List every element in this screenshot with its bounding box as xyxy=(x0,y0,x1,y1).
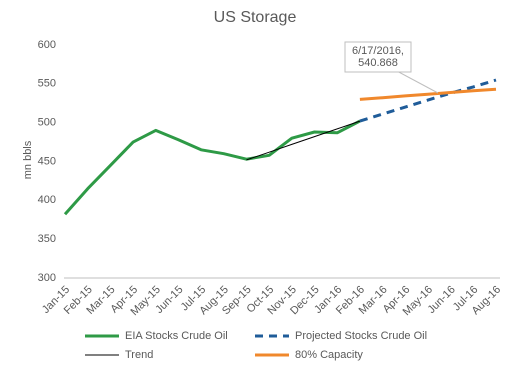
series-line xyxy=(246,120,361,161)
series-line xyxy=(359,78,497,123)
y-tick-label: 350 xyxy=(38,233,56,245)
legend-label: Projected Stocks Crude Oil xyxy=(295,330,427,342)
legend-label: 80% Capacity xyxy=(295,349,363,361)
series-line xyxy=(63,119,361,216)
legend-label: Trend xyxy=(125,349,153,361)
series-line xyxy=(359,87,497,101)
callout-box xyxy=(344,41,412,73)
y-tick-label: 300 xyxy=(38,272,56,284)
y-tick-label: 450 xyxy=(38,155,56,167)
callout-pointer xyxy=(394,69,439,94)
legend-label: EIA Stocks Crude Oil xyxy=(125,330,228,342)
y-tick-label: 600 xyxy=(38,39,56,51)
y-tick-label: 500 xyxy=(38,117,56,129)
annotation-text: 6/17/2016, xyxy=(352,45,404,57)
y-axis-label: mn bbls xyxy=(22,140,34,179)
y-tick-label: 400 xyxy=(38,194,56,206)
annotation-text: 540.868 xyxy=(358,57,398,69)
chart-title: US Storage xyxy=(214,9,297,26)
y-tick-label: 550 xyxy=(38,78,56,90)
